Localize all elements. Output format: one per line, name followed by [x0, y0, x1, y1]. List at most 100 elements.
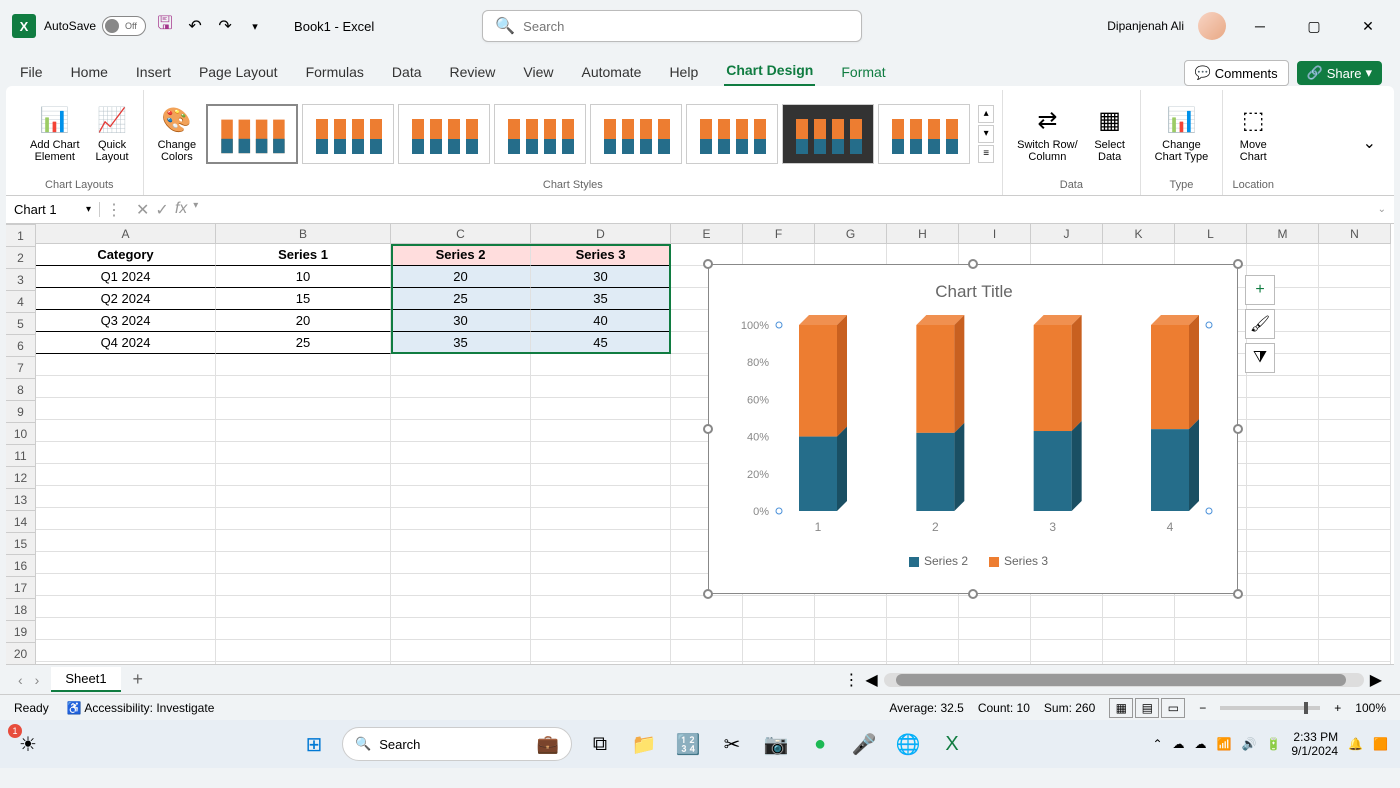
add-sheet-icon[interactable]: +: [133, 669, 144, 690]
row-header[interactable]: 4: [6, 291, 36, 313]
cell[interactable]: [887, 244, 959, 266]
cell[interactable]: [391, 376, 531, 398]
fx-icon[interactable]: fx: [175, 200, 187, 220]
cell[interactable]: 15: [216, 288, 391, 310]
cell[interactable]: [1319, 530, 1391, 552]
tab-file[interactable]: File: [18, 58, 45, 86]
cell[interactable]: [531, 420, 671, 442]
cell[interactable]: [216, 618, 391, 640]
cell[interactable]: [1319, 442, 1391, 464]
cell[interactable]: [391, 442, 531, 464]
cell[interactable]: [531, 574, 671, 596]
row-header[interactable]: 6: [6, 335, 36, 357]
zoom-in-icon[interactable]: +: [1334, 701, 1341, 715]
enter-icon[interactable]: ✓: [155, 200, 168, 220]
cell[interactable]: [216, 398, 391, 420]
cell[interactable]: [1319, 640, 1391, 662]
chart-styles-button[interactable]: 🖌: [1245, 309, 1275, 339]
row-header[interactable]: 1: [6, 225, 36, 247]
cell[interactable]: [391, 464, 531, 486]
redo-icon[interactable]: ↷: [214, 15, 236, 37]
cell[interactable]: [815, 618, 887, 640]
row-header[interactable]: 18: [6, 599, 36, 621]
cell[interactable]: [815, 640, 887, 662]
cell[interactable]: 35: [391, 332, 531, 354]
cell[interactable]: [1247, 464, 1319, 486]
cell[interactable]: [1247, 574, 1319, 596]
calculator-icon[interactable]: 🔢: [672, 728, 704, 760]
cell[interactable]: [959, 662, 1031, 664]
cell[interactable]: [1175, 618, 1247, 640]
cell[interactable]: [815, 662, 887, 664]
cell[interactable]: [671, 640, 743, 662]
avatar[interactable]: [1198, 12, 1226, 40]
maximize-icon[interactable]: ▢: [1294, 11, 1334, 41]
chart-filters-button[interactable]: ⧩: [1245, 343, 1275, 373]
search-input[interactable]: [523, 19, 849, 34]
cell[interactable]: [1319, 618, 1391, 640]
cell[interactable]: 40: [531, 310, 671, 332]
cell[interactable]: [959, 640, 1031, 662]
cell[interactable]: [1247, 552, 1319, 574]
onedrive-icon[interactable]: ☁: [1173, 737, 1185, 751]
cell[interactable]: [743, 640, 815, 662]
cell[interactable]: [36, 596, 216, 618]
cell[interactable]: Q3 2024: [36, 310, 216, 332]
cell[interactable]: [743, 596, 815, 618]
column-header[interactable]: D: [531, 224, 671, 244]
cell[interactable]: [216, 376, 391, 398]
row-header[interactable]: 2: [6, 247, 36, 269]
mic-icon[interactable]: 🎤: [848, 728, 880, 760]
excel-taskbar-icon[interactable]: X: [936, 728, 968, 760]
sheet-next-icon[interactable]: ›: [35, 672, 40, 688]
taskbar-clock[interactable]: 2:33 PM 9/1/2024: [1291, 730, 1338, 759]
cell[interactable]: [815, 596, 887, 618]
cell[interactable]: [36, 640, 216, 662]
cell[interactable]: [36, 464, 216, 486]
spreadsheet-grid[interactable]: 1234567891011121314151617181920 ABCDEFGH…: [6, 224, 1394, 664]
cell[interactable]: [1319, 288, 1391, 310]
tab-chart-design[interactable]: Chart Design: [724, 56, 815, 86]
cell[interactable]: [391, 640, 531, 662]
cell[interactable]: [1031, 662, 1103, 664]
share-button[interactable]: 🔗 Share ▾: [1297, 61, 1382, 85]
column-header[interactable]: K: [1103, 224, 1175, 244]
cell[interactable]: [531, 376, 671, 398]
chart-style-thumb[interactable]: [302, 104, 394, 164]
cell[interactable]: [1247, 662, 1319, 664]
cell[interactable]: [216, 486, 391, 508]
column-header[interactable]: A: [36, 224, 216, 244]
cell[interactable]: 10: [216, 266, 391, 288]
chart-style-thumb[interactable]: [398, 104, 490, 164]
cell[interactable]: Q4 2024: [36, 332, 216, 354]
chart-style-thumb[interactable]: [782, 104, 874, 164]
tab-automate[interactable]: Automate: [580, 58, 644, 86]
camera-icon[interactable]: 📷: [760, 728, 792, 760]
cell[interactable]: [1247, 376, 1319, 398]
cell[interactable]: 25: [391, 288, 531, 310]
cell[interactable]: [36, 574, 216, 596]
copilot-icon[interactable]: 🟧: [1373, 737, 1388, 751]
cell[interactable]: [1103, 596, 1175, 618]
cell[interactable]: [531, 662, 671, 664]
cell[interactable]: [1247, 508, 1319, 530]
tab-formulas[interactable]: Formulas: [304, 58, 366, 86]
cell[interactable]: Q2 2024: [36, 288, 216, 310]
sheet-menu-icon[interactable]: ⋮: [843, 670, 859, 690]
cell[interactable]: [1247, 530, 1319, 552]
cell[interactable]: [743, 618, 815, 640]
cell[interactable]: [36, 618, 216, 640]
cell[interactable]: [1031, 244, 1103, 266]
zoom-out-icon[interactable]: −: [1199, 701, 1206, 715]
column-header[interactable]: B: [216, 224, 391, 244]
cell[interactable]: [1103, 618, 1175, 640]
cell[interactable]: [1247, 442, 1319, 464]
view-page-break-icon[interactable]: ▭: [1161, 698, 1185, 718]
cell[interactable]: [216, 640, 391, 662]
chart-elements-button[interactable]: +: [1245, 275, 1275, 305]
start-icon[interactable]: ⊞: [298, 728, 330, 760]
cell[interactable]: 35: [531, 288, 671, 310]
cell[interactable]: [531, 398, 671, 420]
style-scroll-down[interactable]: ▾: [978, 125, 994, 143]
cell[interactable]: [391, 530, 531, 552]
